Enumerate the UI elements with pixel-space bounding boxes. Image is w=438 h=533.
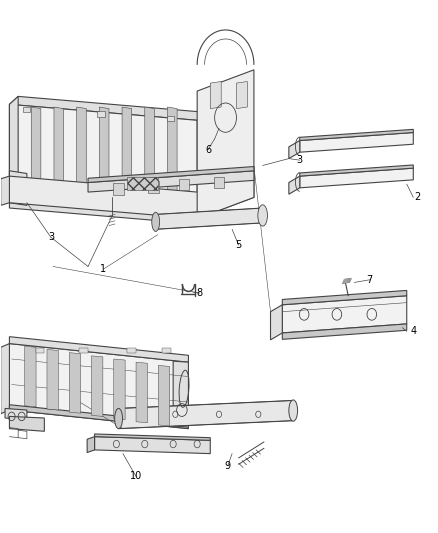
Bar [22,107,30,112]
Polygon shape [10,171,27,205]
Polygon shape [10,405,188,429]
Text: 7: 7 [367,275,373,285]
Polygon shape [289,176,300,194]
Polygon shape [173,361,188,427]
Polygon shape [289,141,300,159]
Polygon shape [54,107,64,203]
Polygon shape [179,179,189,190]
Polygon shape [99,107,109,203]
Polygon shape [214,176,224,188]
Polygon shape [283,290,407,305]
Bar [127,177,158,190]
Bar [79,348,88,353]
Text: 3: 3 [297,155,303,165]
Text: 5: 5 [236,240,242,250]
Polygon shape [10,171,254,219]
Polygon shape [87,437,95,453]
Polygon shape [47,350,58,410]
Text: 6: 6 [205,144,211,155]
Bar [35,348,44,353]
Text: 2: 2 [414,192,421,203]
Bar [97,111,105,117]
Polygon shape [10,96,18,205]
Polygon shape [95,437,210,454]
Polygon shape [95,434,210,440]
Polygon shape [148,181,159,192]
Polygon shape [283,296,407,333]
Polygon shape [10,201,197,224]
Ellipse shape [289,400,297,421]
Polygon shape [300,130,413,141]
Polygon shape [10,104,197,219]
Text: 1: 1 [100,264,106,274]
Bar [127,348,136,353]
Text: 8: 8 [196,288,202,298]
Polygon shape [10,416,44,431]
Polygon shape [237,82,247,109]
Ellipse shape [115,408,123,429]
Polygon shape [5,408,27,419]
Polygon shape [210,82,221,109]
Polygon shape [271,305,283,340]
Polygon shape [300,165,413,176]
Polygon shape [77,107,86,203]
Bar [166,116,174,122]
Polygon shape [122,107,132,203]
Polygon shape [114,359,125,419]
Polygon shape [197,70,254,219]
Polygon shape [88,171,254,192]
Polygon shape [155,208,263,229]
Polygon shape [31,107,41,203]
Polygon shape [88,166,254,182]
Text: 4: 4 [410,326,417,336]
Ellipse shape [152,212,159,231]
Text: 3: 3 [48,232,54,243]
Polygon shape [10,96,206,120]
Text: 9: 9 [225,461,231,471]
Polygon shape [119,400,293,429]
Polygon shape [25,346,36,407]
Polygon shape [300,168,413,188]
Polygon shape [113,183,124,195]
Polygon shape [69,353,81,413]
Polygon shape [283,324,407,340]
Polygon shape [167,107,177,203]
Polygon shape [136,362,148,423]
Polygon shape [300,133,413,152]
Polygon shape [145,107,154,203]
Ellipse shape [258,205,268,226]
Bar [162,348,171,353]
Polygon shape [158,366,170,426]
Polygon shape [1,344,10,414]
Polygon shape [92,356,103,416]
Polygon shape [1,176,10,205]
Polygon shape [10,344,188,429]
Text: 10: 10 [130,472,142,481]
Polygon shape [10,337,188,362]
